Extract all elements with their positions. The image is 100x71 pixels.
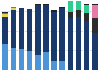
Bar — [27, 9, 32, 51]
Bar — [76, 17, 81, 70]
Bar — [2, 14, 8, 17]
Bar — [92, 33, 98, 70]
Bar — [60, 7, 65, 8]
Bar — [35, 5, 41, 55]
Bar — [19, 49, 24, 70]
Bar — [43, 4, 49, 5]
Bar — [2, 13, 8, 14]
Bar — [68, 18, 73, 70]
Bar — [51, 61, 57, 70]
Bar — [19, 8, 24, 49]
Bar — [92, 5, 98, 18]
Bar — [51, 10, 57, 12]
Bar — [68, 1, 73, 12]
Bar — [2, 12, 8, 13]
Bar — [84, 5, 89, 13]
Bar — [92, 18, 98, 33]
Bar — [92, 4, 98, 5]
Bar — [84, 13, 89, 21]
Bar — [2, 17, 8, 44]
Bar — [60, 61, 65, 70]
Bar — [68, 12, 73, 18]
Bar — [43, 5, 49, 52]
Bar — [76, 0, 81, 10]
Bar — [51, 12, 57, 61]
Bar — [11, 8, 16, 10]
Bar — [35, 4, 41, 5]
Bar — [43, 52, 49, 70]
Bar — [11, 7, 16, 8]
Bar — [11, 48, 16, 70]
Bar — [11, 10, 16, 48]
Bar — [76, 10, 81, 17]
Bar — [27, 51, 32, 70]
Bar — [68, 0, 73, 1]
Bar — [84, 21, 89, 70]
Bar — [60, 8, 65, 61]
Bar — [2, 44, 8, 70]
Bar — [84, 4, 89, 5]
Bar — [35, 55, 41, 70]
